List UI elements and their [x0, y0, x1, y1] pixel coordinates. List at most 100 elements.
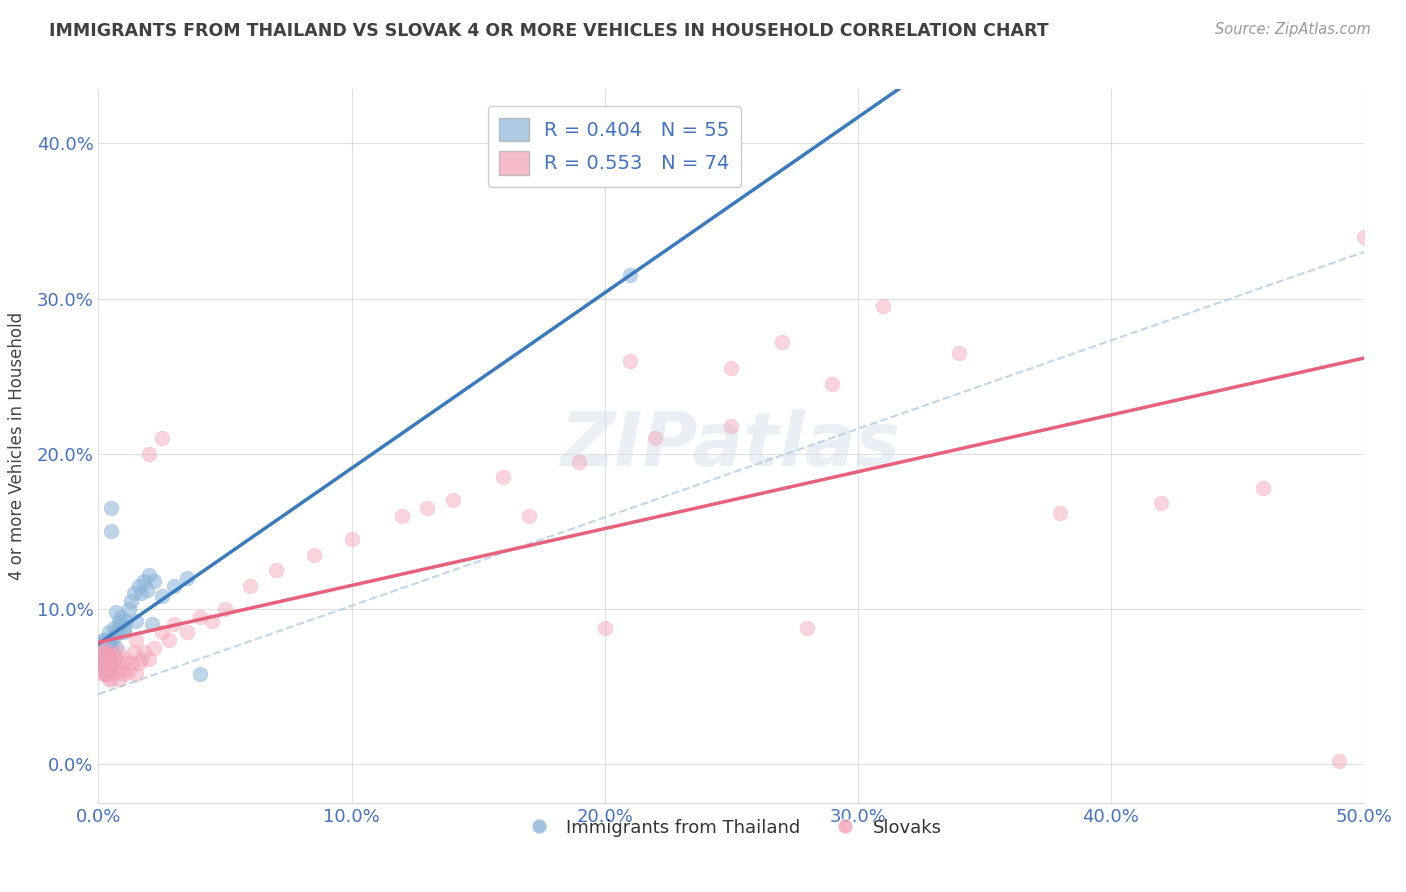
Point	[97, 636, 120, 650]
Point	[107, 672, 129, 686]
Point	[138, 651, 160, 665]
Point	[1353, 229, 1375, 244]
Point	[103, 648, 125, 663]
Point	[103, 656, 125, 670]
Point	[1049, 506, 1071, 520]
Point	[176, 571, 198, 585]
Point	[94, 640, 117, 655]
Point	[90, 640, 112, 655]
Point	[118, 602, 141, 616]
Point	[100, 501, 122, 516]
Point	[103, 620, 125, 634]
Point	[97, 664, 120, 678]
Point	[821, 376, 844, 391]
Point	[105, 640, 128, 655]
Point	[125, 615, 148, 629]
Point	[105, 664, 128, 678]
Point	[112, 625, 135, 640]
Point	[97, 645, 120, 659]
Point	[150, 590, 173, 604]
Point	[94, 667, 117, 681]
Point	[93, 667, 115, 681]
Point	[94, 648, 117, 663]
Point	[720, 361, 742, 376]
Point	[97, 651, 120, 665]
Point	[112, 667, 135, 681]
Point	[93, 651, 115, 665]
Point	[115, 615, 138, 629]
Point	[94, 656, 117, 670]
Point	[93, 640, 115, 655]
Point	[188, 609, 211, 624]
Point	[131, 651, 153, 665]
Point	[593, 620, 616, 634]
Point	[214, 602, 236, 616]
Point	[619, 268, 641, 283]
Point	[441, 493, 464, 508]
Point	[100, 648, 122, 663]
Point	[120, 656, 142, 670]
Point	[157, 632, 180, 647]
Point	[122, 645, 145, 659]
Point	[188, 667, 211, 681]
Point	[517, 508, 540, 523]
Point	[93, 661, 115, 675]
Point	[135, 583, 157, 598]
Point	[110, 664, 132, 678]
Point	[100, 664, 122, 678]
Point	[90, 664, 112, 678]
Point	[128, 579, 150, 593]
Point	[94, 632, 117, 647]
Point	[94, 667, 117, 681]
Point	[107, 645, 129, 659]
Point	[100, 524, 122, 539]
Point	[105, 605, 128, 619]
Point	[132, 574, 155, 588]
Point	[110, 609, 132, 624]
Point	[264, 563, 287, 577]
Point	[1327, 754, 1350, 768]
Y-axis label: 4 or more Vehicles in Household: 4 or more Vehicles in Household	[7, 312, 25, 580]
Point	[770, 334, 793, 349]
Point	[128, 656, 150, 670]
Point	[619, 353, 641, 368]
Point	[720, 418, 742, 433]
Point	[100, 672, 122, 686]
Point	[90, 648, 112, 663]
Point	[90, 645, 112, 659]
Point	[492, 470, 515, 484]
Point	[97, 651, 120, 665]
Point	[1150, 496, 1173, 510]
Point	[94, 651, 117, 665]
Point	[97, 645, 120, 659]
Point	[150, 431, 173, 445]
Point	[125, 632, 148, 647]
Point	[122, 586, 145, 600]
Point	[948, 346, 970, 360]
Point	[239, 579, 262, 593]
Point	[90, 656, 112, 670]
Point	[105, 625, 128, 640]
Point	[132, 645, 155, 659]
Point	[340, 532, 363, 546]
Point	[93, 648, 115, 663]
Point	[143, 640, 166, 655]
Point	[120, 594, 142, 608]
Point	[94, 648, 117, 663]
Text: ZIPatlas: ZIPatlas	[561, 409, 901, 483]
Text: Source: ZipAtlas.com: Source: ZipAtlas.com	[1215, 22, 1371, 37]
Point	[163, 617, 186, 632]
Point	[118, 664, 141, 678]
Point	[872, 299, 894, 313]
Point	[103, 656, 125, 670]
Point	[568, 454, 591, 468]
Point	[391, 508, 413, 523]
Point	[93, 661, 115, 675]
Point	[125, 667, 148, 681]
Point	[105, 651, 128, 665]
Point	[143, 574, 166, 588]
Point	[93, 632, 115, 647]
Point	[138, 447, 160, 461]
Point	[97, 672, 120, 686]
Point	[90, 636, 112, 650]
